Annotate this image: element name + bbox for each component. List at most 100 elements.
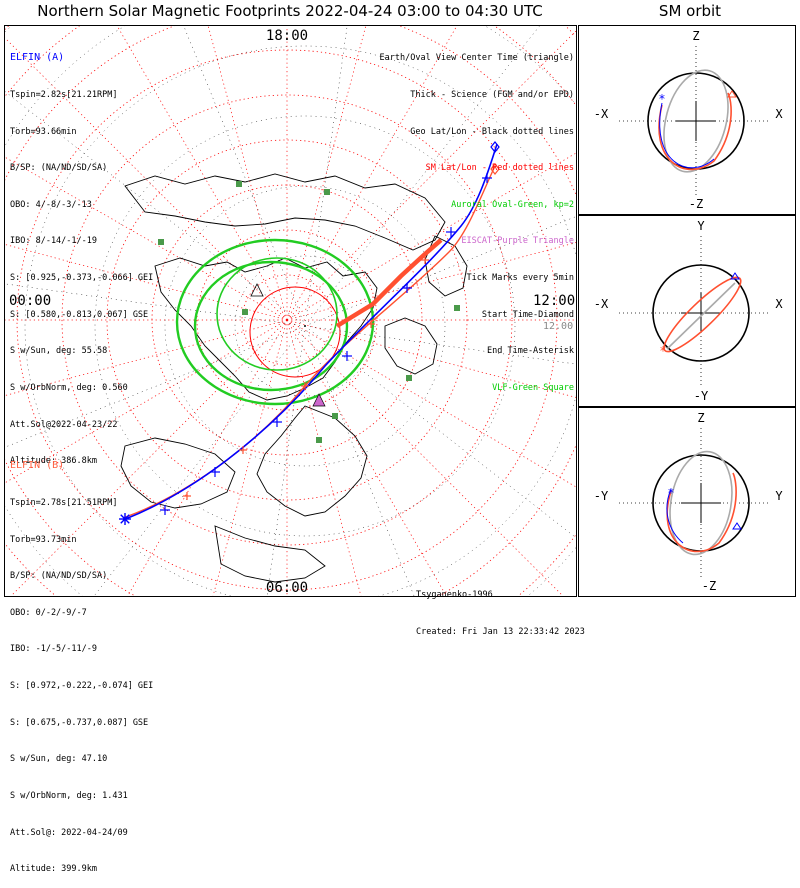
sm-lon-line <box>286 30 576 321</box>
elfin-b-line: S w/OrbNorm, deg: 1.431 <box>10 790 128 801</box>
axis-label-top: Y <box>697 219 705 233</box>
sm-lat-circle <box>106 139 468 501</box>
elfin-a-line: S: [0.580,-0.813,0.067] GSE <box>10 309 149 320</box>
geo-lon-line <box>304 26 540 327</box>
vlf-square <box>406 375 412 381</box>
elfin-b-info: ELFIN (B) Tspin=2.78s[21.51RPM] Torb=93.… <box>10 436 153 888</box>
geo-lon-line <box>266 325 306 596</box>
auroral-oval-outer <box>175 238 375 406</box>
clock-label-18: 18:00 <box>266 28 308 44</box>
vlf-square <box>316 437 322 443</box>
elfin-b-name: ELFIN (B) <box>10 460 65 472</box>
elfin-a-track <box>122 143 498 521</box>
elfin-a-line: B/SP: (NA/ND/SD/SA) <box>10 163 108 174</box>
sm-lon-line <box>116 26 288 321</box>
orbit-path-a <box>666 488 684 544</box>
orbit-marker-b <box>727 90 737 98</box>
sm-lon-line <box>286 319 362 596</box>
elfin-b-science-segment <box>335 238 443 328</box>
elfin-b-line: Tspin=2.78s[21.51RPM] <box>10 498 118 509</box>
elfin-a-line: Tspin=2.82s[21.21RPM] <box>10 90 118 101</box>
credits: Tsyganenko-1996 Created: Fri Jan 13 22:3… <box>416 565 585 650</box>
elfin-a-line: OBO: 4/-8/-3/-13 <box>10 199 92 210</box>
elfin-a-line: IBO: 8/-14/-1/-19 <box>10 236 97 247</box>
orbit-plot-yz: * Z -Z -Y Y <box>594 411 784 593</box>
elfin-b-line: IBO: -1/-5/-11/-9 <box>10 644 97 655</box>
created-date: Created: Fri Jan 13 22:33:42 2023 <box>416 627 585 638</box>
orbit-path-gray <box>663 69 729 173</box>
geo-lat-circle <box>164 185 446 467</box>
elfin-a-line: S w/Sun, deg: 55.58 <box>10 346 108 357</box>
sm-lon-line <box>5 319 288 484</box>
legend-entry: Geo Lat/Lon - Black dotted lines <box>410 126 574 137</box>
elfin-b-line: S: [0.972,-0.222,-0.074] GEI <box>10 681 154 692</box>
sm-lon-line <box>127 319 288 596</box>
sm-lat-circle <box>241 274 333 366</box>
orbit-plot-xz: * Z -Z -X X <box>594 29 784 211</box>
axis-label-right: X <box>775 107 783 121</box>
coastline <box>120 437 236 509</box>
orbit-path-gray <box>666 282 736 350</box>
orbit-path-gray <box>669 450 733 556</box>
satellite-tracks <box>119 141 500 525</box>
elfin-a-info: ELFIN (A) Tspin=2.82s[21.21RPM] Torb=93.… <box>10 28 153 480</box>
elfin-a-line: S: [0.925,-0.373,-0.066] GEI <box>10 273 154 284</box>
elfin-a-end-asterisk <box>120 514 130 524</box>
orbit-marker-a: * <box>667 486 674 500</box>
geo-lon-line <box>304 325 415 596</box>
sm-lon-line <box>286 26 458 321</box>
geo-lon-line <box>5 325 306 448</box>
vlf-square <box>454 305 460 311</box>
elfin-a-line: Altitude: 386.8km <box>10 456 97 467</box>
sm-lon-line <box>10 319 288 596</box>
vlf-square <box>324 189 330 195</box>
sm-latlon-grid <box>5 26 576 596</box>
axis-label-top: Z <box>697 411 704 425</box>
axis-label-left: -X <box>594 297 609 311</box>
sm-lon-line <box>5 37 288 321</box>
coastline <box>384 317 438 375</box>
legend-entry: SM Lat/Lon - Red dotted lines <box>425 163 574 174</box>
elfin-a-line: Torb=93.66min <box>10 126 77 137</box>
elfin-b-line: S w/Sun, deg: 47.10 <box>10 754 108 765</box>
legend-entry: VLF-Green Square <box>492 382 574 393</box>
sm-lon-line <box>286 319 564 596</box>
orbit-marker-a <box>730 272 740 280</box>
axis-label-right: Y <box>775 489 783 503</box>
geo-lon-line <box>5 283 306 327</box>
vlf-square <box>332 413 338 419</box>
orbit-path-b <box>663 276 742 353</box>
legend-entry: Tick Marks every 5min <box>466 273 574 284</box>
elfin-b-start-diamond <box>490 163 500 175</box>
geo-lon-line <box>304 325 576 365</box>
orbit-panel-xy: * Y -Y -X X <box>578 215 796 407</box>
chart-title: Northern Solar Magnetic Footprints 2022-… <box>37 2 543 20</box>
orbit-panel-xz: * Z -Z -X X <box>578 25 796 215</box>
view-center-triangle <box>250 283 264 297</box>
orbit-marker-b: * <box>659 344 666 358</box>
eiscat-triangle <box>312 393 326 407</box>
legend-entry: Thick - Science (FGM and/or EPD) <box>410 90 574 101</box>
sm-lon-line <box>286 319 447 596</box>
clock-label-12: 12:00 <box>533 293 575 309</box>
legend-entry: End Time-Asterisk <box>487 346 574 357</box>
model-name: Tsyganenko-1996 <box>416 590 493 601</box>
orbit-panel-yz: * Z -Z -Y Y <box>578 407 796 597</box>
orbit-marker-a-end <box>732 522 742 530</box>
elfin-a-line: S w/OrbNorm, deg: 0.560 <box>10 382 128 393</box>
legend-entry: Auroral Oval-Green, kp=2 <box>451 199 574 210</box>
vlf-square <box>158 239 164 245</box>
elfin-b-line: Att.Sol@: 2022-04-24/09 <box>10 827 128 838</box>
footprint-map: 18:00 00:00 12:00 12.00 06:00 <box>5 26 576 596</box>
sm-lon-line <box>5 156 288 321</box>
axis-label-bottom: -Z <box>689 197 703 211</box>
legend-entry: Earth/Oval View Center Time (triangle) <box>379 53 574 64</box>
elfin-b-line: OBO: 0/-2/-9/-7 <box>10 607 87 618</box>
elfin-a-line: Att.Sol@2022-04-23/22 <box>10 419 118 430</box>
sm-pole-circle <box>249 286 341 378</box>
axis-label-top: Z <box>692 29 699 43</box>
sm-lon-line <box>212 319 288 596</box>
map-legend: Earth/Oval View Center Time (triangle) T… <box>380 28 574 406</box>
orbit-marker-a: * <box>658 92 665 106</box>
vlf-square <box>242 309 248 315</box>
